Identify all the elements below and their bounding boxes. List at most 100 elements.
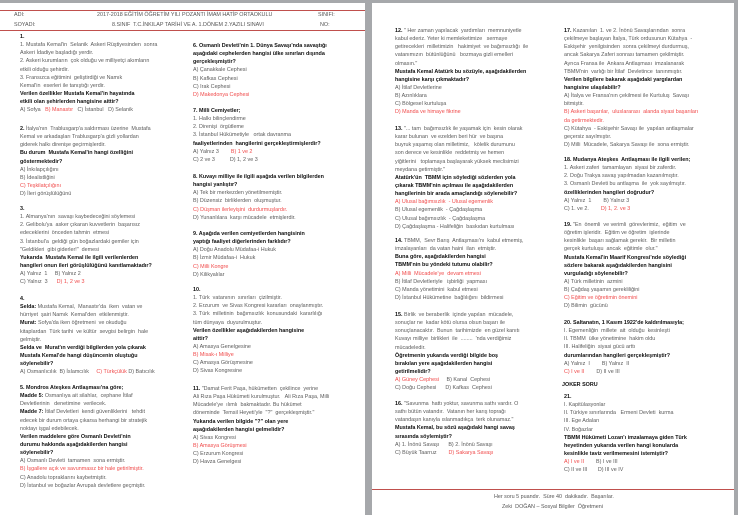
question-text: tüm dünyaya duyurulmuştur. [193,319,263,326]
question-line: B) Kafkas Cephesi [193,75,327,83]
question-stem-text: getirilmelidir? [395,368,431,375]
question-block: 13. "... tam bağımsızlık ile yaşamak içi… [395,125,522,231]
question-text: C) Anadolu topraklarını kaybetmiştir. [20,474,107,481]
question-line: tüm dünyaya duyurulmuştur. [193,319,323,327]
question-line: B) Ulusal egemenlik - Çağdaşlaşma [395,206,522,214]
question-line: A) Türk milletinin azmini [564,278,686,286]
question-stem-text: TBMM Hükümeti Lozan'ı imzalamaya giden T… [564,434,687,441]
question-line: TBMM Hükümeti Lozan'ı imzalamaya giden T… [564,434,687,442]
question-text: 2. Askeri kurumların çok olduğu ve milli… [20,58,150,65]
question-line: kabul ederiz. Yeter ki memleketimize ser… [395,35,528,43]
question-text: A) Yalnız 3 [193,148,231,155]
question-text: Devletlerinin denetimine verilecek. [20,401,107,408]
question-stem-text: 10. [193,287,201,293]
question-block: 18. Mudanya Ateşkes Antlaşması ile ilgil… [564,156,690,213]
question-line: III. Halifeliğin siyasi gücü arttı [564,343,684,351]
question-text: bitmiştir. [564,101,584,108]
question-line: A) Çanakkale Cephesi [193,66,327,74]
question-text: Ayrıca Fransa ile Ankara Antlaşması imza… [564,60,685,67]
question-line: D) Bilimin gücünü [564,302,686,310]
question-text: III. Ege Adaları [564,418,600,425]
question-line: Madde 7: İtilaf Devletleri kendi güvenli… [20,408,147,416]
question-text: öğretim işleridir. Eğitim ve öğretim işl… [564,230,670,237]
question-line: geçersiz sayılmıştır. [564,133,698,141]
question-text: 3. Fransızca eğitimini geliştirdiği ve N… [20,74,123,81]
question-text: C) Irak Cephesi [193,83,231,90]
question-line: etkili olan şehirlerden hangisine aittir… [20,98,157,106]
question-line: Selda ve Murat'ın verdiği bilgilerden yo… [20,344,155,352]
question-line: Mustafa Kemal, bu sözü aşağıdaki hangi s… [395,424,518,432]
question-line: vatandaşın kanıyla ıslanmadıkça terk olu… [395,416,518,424]
question-line: A) Yalnız 1 B) Yalnız 2 [20,270,152,278]
question-text: Kemal ve arkadaşları Trablusgarp'a gizli… [20,134,139,141]
question-text: B) Ulusal egemenlik - Çağdaşlaşma [395,207,483,214]
question-line: Ali Rıza Paşa Hükümeti kurulmuştur. Ali … [193,393,329,401]
question-stem-text: Madde 7: [20,409,44,416]
question-stem-text: sözlere bakarak aşağıdakilerden hangisin… [564,262,672,269]
question-line: 3. Fransızca eğitimini geliştirdiği ve N… [20,74,157,82]
question-text: A) Tek bir merkezden yönetilmemiştir. [193,190,283,197]
question-text: A) Yalnız I B) Yalnız II [564,360,630,367]
question-line: Mustafa Kemal'in Maarif Kongresi'nde söy… [564,254,686,262]
question-line: 9. Aşağıda verilen cemiyetlerden hangisi… [193,230,305,238]
exam-page-2: JOKER SORU Her soru 5 puandır. Süre 40 d… [372,3,734,515]
question-line: gerçek kurtuluşu ancak eğitimle olur." [564,245,686,253]
question-block: 19. "En önemli ve verimli görevlerimiz, … [564,221,686,311]
question-text: TBMM'nin varlığı bir İtilaf Devletince t… [564,68,683,75]
question-line: 5. Mondros Ateşkes Antlaşması'na göre; [20,384,147,392]
question-text: olmasın." [395,60,418,67]
question-stem-text: aittir? [193,335,208,342]
exam-page-1: ADI: SOYADI: 2017-2018 EĞİTİM ÖĞRETİM YI… [0,3,365,515]
question-block: 6. Osmanlı Devleti'nin 1. Dünya Savaşı'n… [193,42,327,99]
question-line: 1. Türk vatanının sınırları çizilmiştir. [193,294,323,302]
question-text: Ali Rıza Paşa Hükümeti kurulmuştur. Ali … [193,394,330,401]
question-line: sırasında söylemiştir? [395,433,518,441]
question-line: TBMM'nin bu yöndeki tutumu olabilir? [395,261,524,269]
question-line: hangisi yanlıştır? [193,181,324,189]
question-line: etkili olduğu şehirdir. [20,66,157,74]
question-text: 2. Direnişi örgütleme [193,124,244,131]
question-line: sonuçlar ne kadar kötü olursa olsun başa… [395,319,520,327]
question-line: A) Yalnız I B) Yalnız II [564,360,684,368]
question-block: 3. 1. Almanya'nın savaşı kaybedeceğini sö… [20,205,152,286]
question-stem-text: durumu hakkında aşağıdakilerden hangisi [20,441,128,448]
question-line: 1. Askeri zaferi tamamlayan siyasi bir z… [564,164,690,172]
question-line: A) Tek bir merkezden yönetilmemiştir. [193,189,324,197]
surname-label: SOYADI: [14,22,36,28]
question-line: Yukarıda verilen bilgide "?" olan yere [193,418,329,426]
question-text: "Geldikleri gibi giderler!" demesi [20,246,100,253]
question-text: 1. Halkı bilinçlendirme [193,116,246,123]
question-line: II. TBMM ülke yönetimine hakim oldu [564,335,684,343]
question-stem-text: 17. [564,28,572,34]
question-stem-text: 3. [20,206,25,212]
question-text: III. Halifeliğin siyasi gücü arttı [564,344,636,351]
question-block: 7. Milli Cemiyetler; 1. Halkı bilinçlendi… [193,107,321,164]
joker-question-heading: JOKER SORU [562,382,598,388]
question-line: D) Havza Genelgesi [193,458,329,466]
question-line: sonuçlanacaktır. Bunun tarihimizde en gü… [395,327,520,335]
correct-answer-text: C) Eğitim ve öğretimin önemini [564,295,638,302]
question-line: A) Sivas Kongresi [193,434,329,442]
question-text: Mustafa Kemal, Manastır'da iken vatan ve [36,304,143,311]
question-text: B) Azınlıklara [395,93,427,100]
question-stem-text: TBMM'nin bu yöndeki tutumu olabilir? [395,262,493,269]
question-stem-text: vurguladığı söylenebilir? [564,270,628,277]
question-stem-text: 18. Mudanya Ateşkes Antlaşması ile ilgil… [564,157,691,163]
question-stem-text: söylenebilir? [20,361,54,368]
question-text: Birlik ve beraberlik içinde yapılan müca… [402,312,514,318]
question-stem-text: 16. [395,401,403,407]
question-text: A) İtilaf Devletlerine [395,84,442,91]
question-line: Kemal'in eserleri ile tanıştığı yerdir. [20,82,157,90]
question-text: C) Amasya Görüşmesine [193,360,253,367]
question-line: heyetinden yukarıda verilen hangi konula… [564,442,687,450]
question-stem-text: 6. Osmanlı Devleti'nin 1. Dünya Savaşı'n… [193,43,327,49]
question-text: 1. Almanya'nın savaşı kaybedeceğini söyl… [20,214,136,221]
question-text: D) II ve III [584,368,620,375]
question-line: Madde 5: Osmanlıya ait silahlar, cephane… [20,392,147,400]
question-stem-text: çıkarak TBMM'nin açılması ile aşağıdakil… [395,182,514,189]
question-line: Mücadele'ye ılımlı bakmaktadır. Bu hüküm… [193,401,329,409]
question-text: "En önemli ve verimli görevlerimiz, eğit… [571,222,686,228]
question-text: D) Bilimin gücünü [564,303,608,310]
question-block: 12. " Her zaman yapılacak yardımları mem… [395,27,528,117]
question-line: aşağıdakilerden hangisi gelmelidir? [193,426,329,434]
